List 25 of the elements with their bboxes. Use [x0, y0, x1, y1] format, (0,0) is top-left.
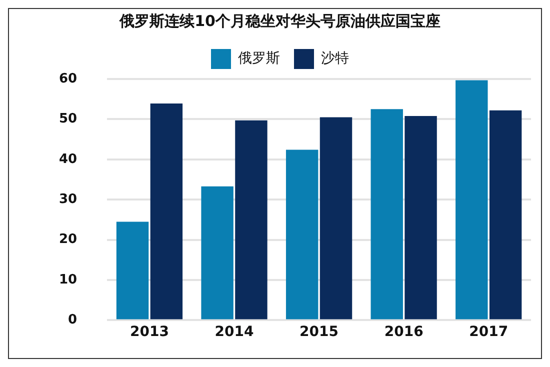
y-tick-label: 30 — [58, 192, 78, 207]
bar — [116, 222, 149, 320]
x-tick-label: 2014 — [214, 324, 254, 340]
legend-label: 俄罗斯 — [238, 50, 280, 67]
bar — [150, 104, 183, 320]
y-tick-label: 60 — [58, 71, 78, 86]
y-tick-label: 50 — [58, 112, 78, 127]
bar — [235, 120, 268, 320]
x-tick-label: 2013 — [130, 324, 169, 340]
bar — [320, 117, 352, 320]
bar — [201, 186, 234, 320]
bar — [286, 150, 318, 320]
bar — [489, 110, 522, 320]
x-tick-label: 2016 — [384, 324, 424, 340]
y-tick-label: 0 — [68, 312, 78, 328]
legend-label: 沙特 — [321, 50, 349, 67]
bar — [370, 109, 403, 320]
x-tick-label: 2015 — [300, 324, 339, 340]
y-tick-label: 20 — [58, 232, 78, 248]
bar — [404, 116, 437, 320]
x-tick-label: 2017 — [469, 324, 508, 340]
bar — [456, 80, 488, 320]
y-tick-label: 40 — [58, 152, 78, 167]
chart-title: 俄罗斯连续10个月稳坐对华头号原油供应国宝座 — [118, 12, 440, 30]
y-tick-label: 10 — [58, 272, 78, 288]
